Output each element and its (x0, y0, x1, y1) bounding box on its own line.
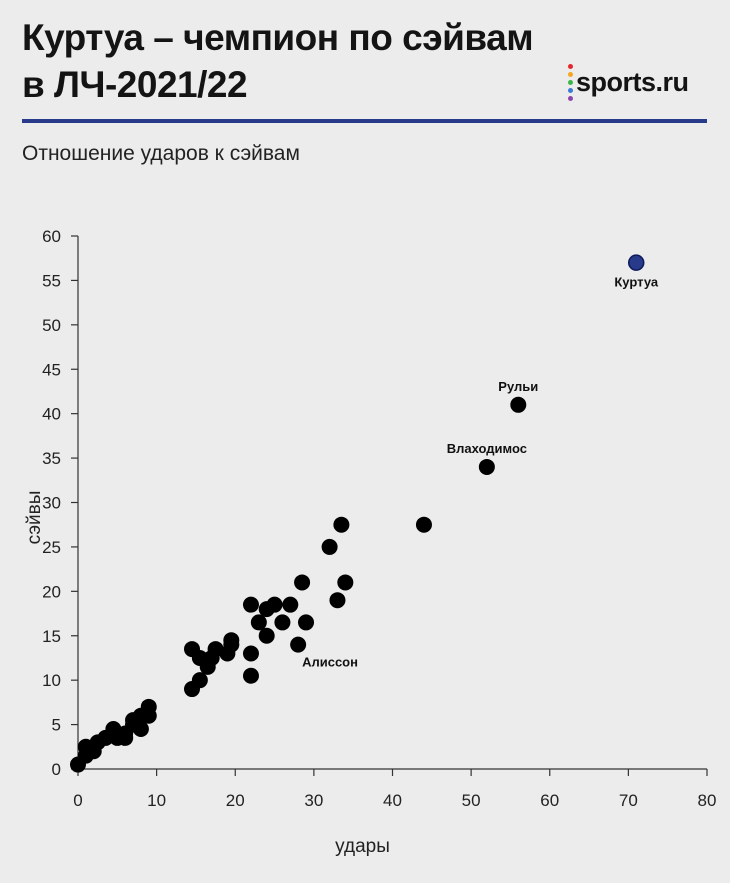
data-point (250, 614, 267, 631)
data-point (337, 574, 354, 591)
data-point (478, 458, 495, 475)
data-point (415, 516, 432, 533)
point-label: Влаходимос (447, 441, 527, 456)
data-point (290, 636, 307, 653)
y-tick-label: 10 (42, 671, 61, 690)
y-tick-label: 30 (42, 494, 61, 513)
y-tick-label: 35 (42, 449, 61, 468)
data-point (242, 645, 259, 662)
data-point (191, 672, 208, 689)
data-point (132, 721, 149, 738)
data-point (242, 596, 259, 613)
x-tick-label: 80 (698, 791, 717, 810)
data-point (333, 516, 350, 533)
y-tick-label: 0 (52, 760, 61, 779)
data-point (510, 396, 527, 413)
point-label: Алиссон (302, 654, 358, 669)
x-axis-label: удары (335, 836, 390, 857)
x-tick-label: 40 (383, 791, 402, 810)
chart-subtitle: Отношение ударов к сэйвам (22, 142, 300, 165)
y-tick-label: 50 (42, 316, 61, 335)
x-tick-label: 50 (462, 791, 481, 810)
y-tick-label: 55 (42, 271, 61, 290)
y-axis-label: сэйвы (24, 491, 45, 545)
x-tick-label: 30 (304, 791, 323, 810)
title-line-2: в ЛЧ-2021/22 (22, 64, 248, 105)
x-tick-label: 20 (226, 791, 245, 810)
y-tick-label: 5 (52, 716, 61, 735)
x-tick-label: 70 (619, 791, 638, 810)
data-point (329, 592, 346, 609)
logo-dot (568, 64, 573, 69)
data-point (274, 614, 291, 631)
data-point (266, 596, 283, 613)
y-tick-label: 25 (42, 538, 61, 557)
data-point (223, 632, 240, 649)
logo-dot (568, 88, 573, 93)
x-tick-label: 10 (147, 791, 166, 810)
y-tick-label: 20 (42, 582, 61, 601)
point-label: Рульи (498, 379, 538, 394)
x-tick-label: 60 (540, 791, 559, 810)
logo-dot (568, 96, 573, 101)
logo-dot (568, 72, 573, 77)
point-label: Куртуа (614, 275, 659, 290)
logo-text: sports.ru (576, 67, 689, 97)
logo-dots-icon (568, 64, 573, 101)
x-tick-label: 0 (73, 791, 82, 810)
data-point (321, 538, 338, 555)
header-divider (22, 119, 707, 123)
data-point (258, 627, 275, 644)
highlight-point (627, 254, 645, 271)
logo-dot (568, 80, 573, 85)
data-point (282, 596, 299, 613)
title-line-1: Куртуа – чемпион по сэйвам (22, 17, 534, 58)
y-tick-label: 15 (42, 627, 61, 646)
chart-title: Куртуа – чемпион по сэйвам в ЛЧ-2021/22 (22, 14, 534, 108)
y-tick-label: 40 (42, 405, 61, 424)
data-point (242, 667, 259, 684)
data-point (294, 574, 311, 591)
y-tick-label: 60 (42, 227, 61, 246)
data-point (298, 614, 315, 631)
y-tick-label: 45 (42, 360, 61, 379)
data-point (140, 698, 157, 715)
sports-ru-logo: sports.ru (568, 64, 689, 101)
